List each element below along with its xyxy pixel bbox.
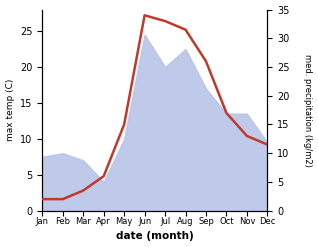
Y-axis label: max temp (C): max temp (C)	[5, 79, 15, 141]
X-axis label: date (month): date (month)	[116, 231, 194, 242]
Y-axis label: med. precipitation (kg/m2): med. precipitation (kg/m2)	[303, 54, 313, 166]
